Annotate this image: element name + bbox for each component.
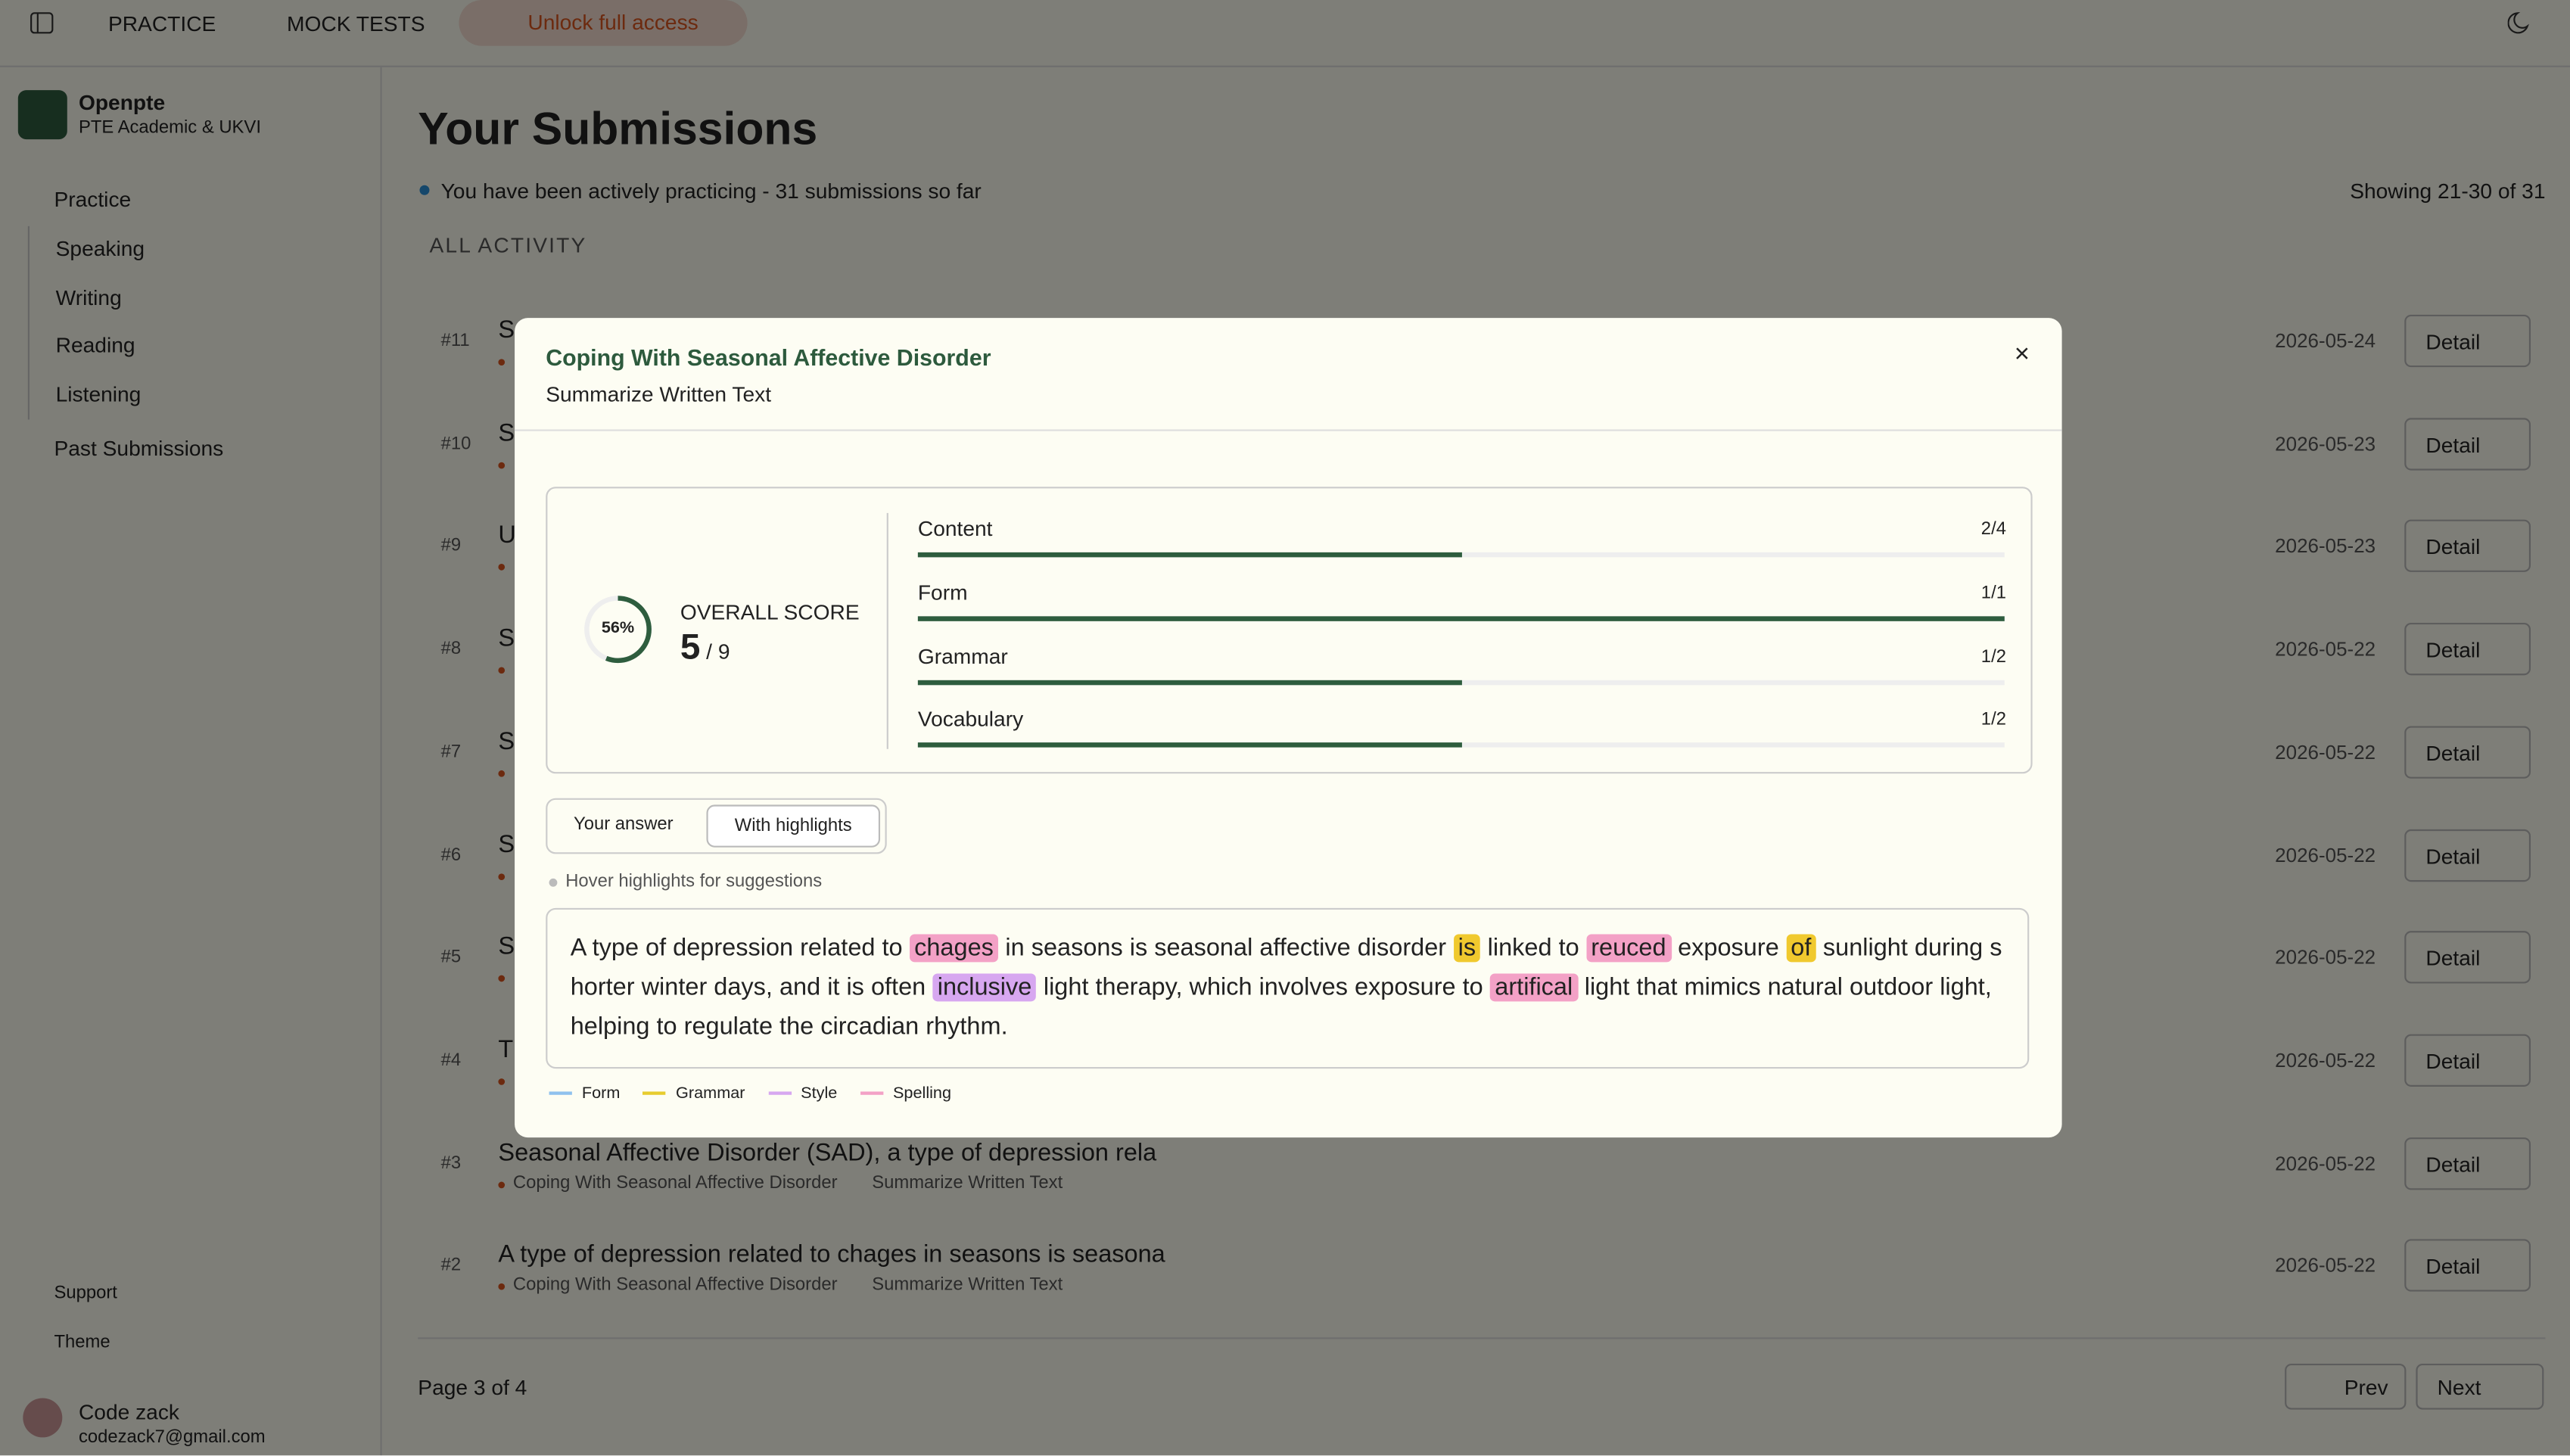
highlight[interactable]: reuced [1585,934,1672,963]
max: 1 [1996,583,2006,603]
tab-answer[interactable]: Your answer [574,814,674,835]
criterion-score: 2/4 [1980,519,2006,540]
hint-dot [549,878,558,887]
legend-item: Spelling [860,1085,951,1103]
criterion-score: 1/1 [1980,583,2006,603]
legend-item: Grammar [642,1084,745,1103]
ring-arc [584,596,652,664]
bar [917,679,1461,685]
score: 1 [1980,646,1992,667]
overall-score: 5 / 9 [680,626,730,667]
criterion-name: Form [917,580,968,605]
max: 2 [1996,646,2006,667]
answer-text: exposure [1671,934,1786,963]
legend-label: Grammar [676,1084,745,1103]
bar [917,742,1461,748]
modal-subtitle: Summarize Written Text [546,381,772,407]
criterion-score: 1/2 [1980,710,2006,730]
criterion-score: 1/2 [1980,646,2006,667]
legend-swatch [642,1092,667,1096]
overall-label: OVERALL SCORE [680,599,860,625]
criterion-name: Vocabulary [917,707,1024,732]
legend-label: Style [801,1084,838,1103]
card-divider [886,512,888,749]
bar-track [917,552,2005,558]
highlight[interactable]: artifical [1489,973,1578,1002]
legend-item: Style [767,1084,838,1103]
max: 9 [717,639,730,664]
answer: A type of depression related to chages i… [546,907,2030,1069]
score-card: 56% OVERALL SCORE 5 / 9 Content 2/4 Form 1/… [546,487,2033,774]
hint: Hover highlights for suggestions [565,872,823,892]
bar [917,552,1461,558]
answer-text: linked to [1480,934,1586,963]
highlight[interactable]: is [1453,934,1481,963]
legend-item: Form [549,1084,621,1103]
close-button[interactable]: × [2014,341,2030,369]
answer-text: light therapy, which involves exposure t… [1036,973,1490,1002]
score-ring [584,596,652,664]
answer-text: sunlight during shorter winter days, and… [570,934,2002,1002]
criterion-name: Content [917,516,993,541]
answer-text: in seasons is seasonal affective disorde… [998,934,1454,963]
tabs: Your answer With highlights [546,798,887,854]
legend-label: Spelling [892,1084,952,1103]
bar-track [917,742,2005,748]
bar [917,615,2005,621]
modal: Coping With Seasonal Affective Disorder … [515,318,2062,1138]
score: 5 [680,626,701,667]
score: 2 [1980,519,1992,540]
highlight[interactable]: of [1785,934,1816,963]
percent: 56% [601,619,635,638]
modal-title: Coping With Seasonal Affective Disorder [546,344,991,371]
max: 4 [1996,519,2006,540]
score: 1 [1980,583,1992,603]
highlight[interactable]: inclusive [932,973,1037,1002]
legend-swatch [767,1092,792,1096]
bar-track [917,679,2005,685]
tab-highlights[interactable]: With highlights [706,804,881,848]
legend-swatch [860,1092,883,1096]
max: 2 [1996,710,2006,730]
score: 1 [1980,710,1992,730]
answer-text: light that mimics natural outdoor light,… [570,973,1992,1041]
answer-text: A type of depression related to [570,934,910,963]
highlight[interactable]: chages [909,934,999,963]
criterion-name: Grammar [917,643,1008,668]
legend-label: Form [581,1084,621,1103]
legend: Form Grammar Style Spelling [549,1085,975,1103]
modal-divider [515,429,2062,431]
legend-swatch [549,1092,572,1096]
